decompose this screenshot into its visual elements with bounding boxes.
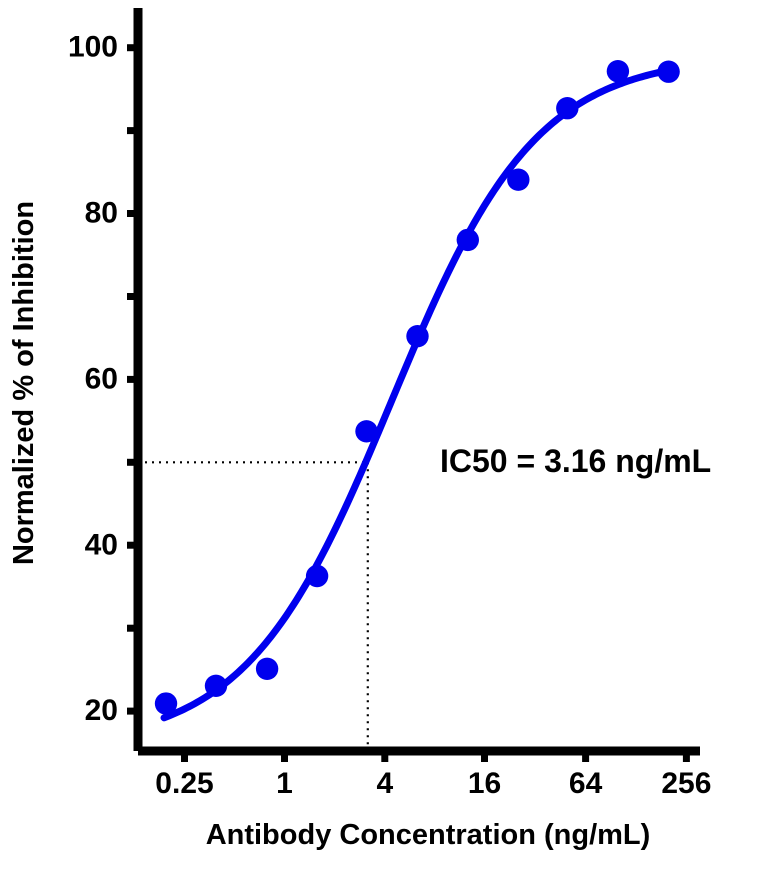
svg-text:4: 4 [376, 767, 393, 800]
svg-text:IC50 = 3.16 ng/mL: IC50 = 3.16 ng/mL [440, 443, 711, 479]
svg-text:256: 256 [661, 767, 711, 800]
svg-text:100: 100 [68, 31, 118, 64]
svg-text:16: 16 [468, 767, 501, 800]
svg-text:40: 40 [85, 529, 118, 562]
svg-text:1: 1 [276, 767, 293, 800]
svg-text:Normalized % of Inhibition: Normalized % of Inhibition [8, 201, 40, 565]
svg-text:Antibody Concentration (ng/mL): Antibody Concentration (ng/mL) [206, 819, 651, 851]
svg-text:20: 20 [85, 694, 118, 727]
svg-text:80: 80 [85, 197, 118, 230]
svg-text:60: 60 [85, 363, 118, 396]
svg-text:64: 64 [569, 767, 603, 800]
svg-text:0.25: 0.25 [155, 767, 213, 800]
